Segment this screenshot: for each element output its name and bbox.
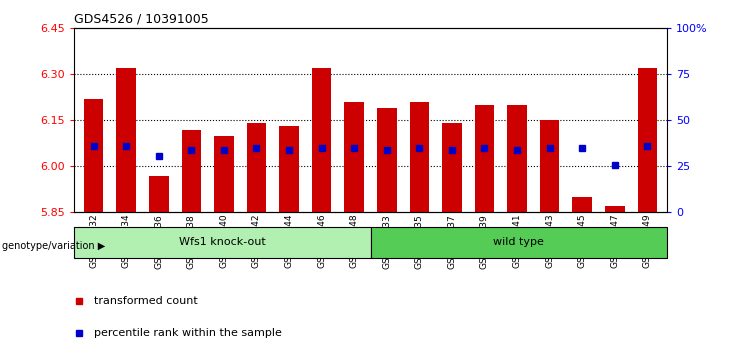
Bar (573, 197, 592, 212)
Bar (214, 136, 233, 212)
Bar (540, 120, 559, 212)
Bar (116, 68, 136, 212)
Bar (410, 102, 429, 212)
Text: percentile rank within the sample: percentile rank within the sample (94, 328, 282, 338)
Bar (74, 227, 371, 258)
Bar (605, 206, 625, 212)
Bar (345, 102, 364, 212)
Bar (84, 99, 104, 212)
Text: transformed count: transformed count (94, 296, 198, 306)
Text: GDS4526 / 10391005: GDS4526 / 10391005 (74, 13, 209, 26)
Bar (475, 105, 494, 212)
Bar (370, 227, 667, 258)
Bar (377, 108, 396, 212)
Text: wild type: wild type (494, 238, 544, 247)
Bar (312, 68, 331, 212)
Bar (182, 130, 201, 212)
Bar (247, 124, 266, 212)
Text: genotype/variation ▶: genotype/variation ▶ (2, 241, 105, 251)
Bar (279, 126, 299, 212)
Bar (442, 124, 462, 212)
Text: Wfs1 knock-out: Wfs1 knock-out (179, 238, 266, 247)
Bar (149, 176, 168, 212)
Bar (508, 105, 527, 212)
Bar (637, 68, 657, 212)
